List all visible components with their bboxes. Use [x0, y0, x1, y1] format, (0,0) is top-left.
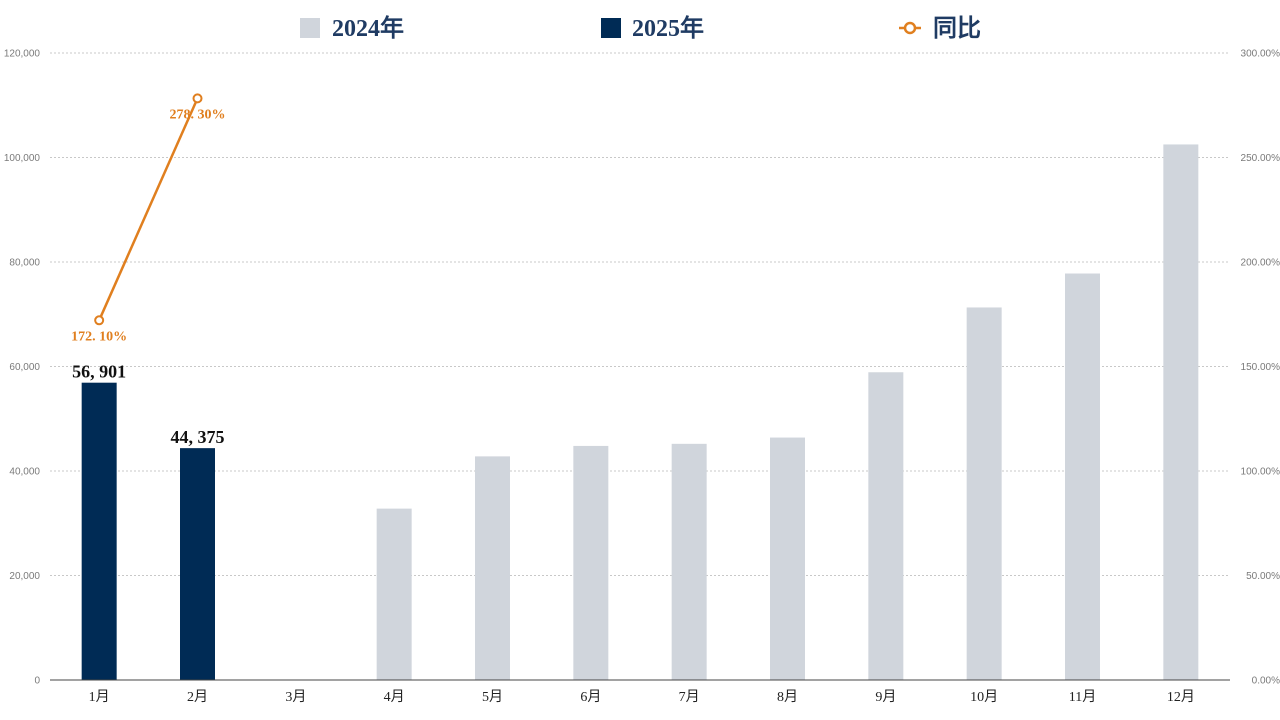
x-axis-tick-label: 8月	[777, 689, 798, 705]
y-axis-tick-label: 80,000	[9, 258, 40, 269]
bar-value-label: 56, 901	[72, 362, 126, 382]
bar-2024	[770, 437, 805, 680]
yoy-value-label: 172. 10%	[71, 329, 127, 344]
bar-2025	[81, 382, 117, 680]
yoy-point	[94, 315, 105, 326]
bar-2024	[1065, 273, 1100, 680]
bar-2024	[671, 443, 707, 680]
bar-2024	[966, 307, 1002, 680]
y2-axis-tick-label: 50.00%	[1246, 571, 1280, 582]
legend-label-2025: 2025年	[632, 14, 704, 42]
x-axis-tick-label: 12月	[1167, 689, 1195, 705]
yoy-line	[94, 93, 203, 326]
gridlines	[50, 52, 1230, 576]
legend-label-2024: 2024年	[332, 14, 404, 42]
legend: 2024年 2025年 同比	[300, 14, 981, 42]
x-axis-tick-label: 6月	[580, 689, 601, 705]
bar-value-label: 44, 375	[171, 427, 225, 447]
y-axis-tick-label: 60,000	[9, 362, 40, 373]
y-axis-tick-label: 0	[34, 676, 40, 687]
x-axis-tick-label: 2月	[187, 689, 208, 705]
x-axis-tick-label: 5月	[482, 689, 503, 705]
y2-axis-tick-label: 250.00%	[1241, 153, 1280, 164]
y2-axis-tick-label: 100.00%	[1241, 467, 1280, 478]
y2-axis-tick-label: 300.00%	[1241, 49, 1280, 60]
bars	[81, 144, 1199, 680]
bar-2024	[573, 445, 609, 680]
bar-2024	[868, 372, 904, 680]
x-axis-tick-label: 11月	[1069, 689, 1096, 705]
axes: 0 0.00% 20,000 50.00% 40,000 100.00% 60,000 150…	[4, 49, 1280, 706]
data-labels: 56, 901 44, 375 172. 10% 278. 30%	[71, 107, 225, 447]
yoy-point	[192, 93, 203, 104]
x-axis-tick-label: 3月	[285, 689, 306, 705]
legend-swatch-2024	[300, 18, 320, 38]
bar-2024	[1163, 144, 1199, 680]
x-axis-tick-label: 7月	[679, 689, 700, 705]
legend-label-yoy: 同比	[933, 15, 981, 42]
x-axis-tick-label: 9月	[875, 689, 896, 705]
bar-2024	[475, 456, 510, 680]
bar-2024	[376, 508, 412, 680]
y-axis-tick-label: 120,000	[4, 49, 41, 60]
y-axis-tick-label: 40,000	[9, 467, 40, 478]
yoy-line-path	[98, 97, 199, 321]
legend-marker-yoy	[903, 21, 917, 35]
x-axis-tick-label: 1月	[89, 689, 110, 705]
x-axis-tick-label: 10月	[970, 689, 998, 705]
yoy-value-label: 278. 30%	[170, 107, 226, 122]
x-axis-tick-label: 4月	[384, 689, 405, 705]
y2-axis-tick-label: 0.00%	[1252, 676, 1280, 687]
bar-2025	[180, 448, 215, 680]
y-axis-tick-label: 100,000	[4, 153, 41, 164]
y-axis-tick-label: 20,000	[9, 571, 40, 582]
legend-swatch-2025	[601, 18, 621, 38]
y2-axis-tick-label: 150.00%	[1241, 362, 1280, 373]
y2-axis-tick-label: 200.00%	[1241, 258, 1280, 269]
